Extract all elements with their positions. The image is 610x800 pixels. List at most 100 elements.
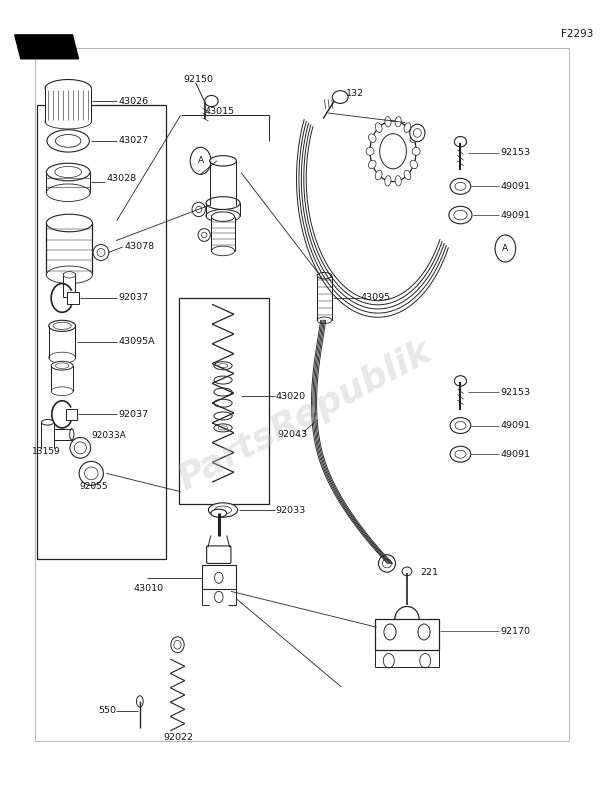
Ellipse shape: [212, 246, 235, 256]
Text: 92033A: 92033A: [92, 430, 126, 439]
Circle shape: [379, 134, 406, 169]
Ellipse shape: [70, 429, 74, 440]
Ellipse shape: [79, 462, 104, 486]
Ellipse shape: [41, 419, 54, 425]
Ellipse shape: [49, 320, 76, 331]
Text: 221: 221: [420, 569, 439, 578]
Text: 49091: 49091: [501, 450, 531, 458]
Ellipse shape: [214, 412, 232, 420]
Ellipse shape: [56, 363, 69, 369]
Text: 550: 550: [99, 706, 117, 715]
Bar: [66, 409, 77, 420]
Ellipse shape: [45, 79, 92, 97]
Text: 43026: 43026: [118, 97, 149, 106]
Ellipse shape: [410, 134, 418, 142]
Ellipse shape: [218, 426, 228, 430]
Text: 13159: 13159: [32, 447, 60, 456]
Ellipse shape: [97, 249, 105, 257]
Ellipse shape: [210, 156, 237, 166]
Text: F2293: F2293: [561, 30, 594, 39]
Ellipse shape: [450, 446, 471, 462]
Text: 49091: 49091: [501, 210, 531, 219]
Circle shape: [420, 654, 431, 668]
Bar: [41, 422, 54, 448]
Ellipse shape: [214, 362, 232, 370]
Ellipse shape: [201, 232, 207, 238]
Ellipse shape: [214, 376, 232, 384]
Ellipse shape: [454, 376, 467, 386]
Ellipse shape: [192, 202, 206, 217]
Text: 92043: 92043: [278, 430, 308, 438]
Text: 43010: 43010: [134, 585, 164, 594]
Ellipse shape: [171, 637, 184, 653]
Ellipse shape: [412, 147, 420, 155]
Text: 92153: 92153: [501, 387, 531, 397]
Text: 43020: 43020: [276, 391, 306, 401]
Text: 92033: 92033: [276, 506, 306, 514]
Text: PartsRepublik: PartsRepublik: [173, 334, 437, 497]
Text: 49091: 49091: [501, 182, 531, 191]
Ellipse shape: [212, 212, 235, 222]
Circle shape: [190, 147, 211, 174]
Ellipse shape: [402, 567, 412, 576]
Ellipse shape: [45, 114, 92, 129]
Bar: [179, 298, 269, 504]
Bar: [206, 203, 240, 216]
Ellipse shape: [85, 467, 98, 480]
Bar: [202, 565, 236, 589]
Text: 92153: 92153: [501, 148, 531, 158]
Ellipse shape: [74, 442, 87, 454]
Text: 43028: 43028: [106, 174, 137, 183]
Text: 49091: 49091: [501, 421, 531, 430]
Text: 43095: 43095: [361, 294, 391, 302]
Ellipse shape: [455, 422, 466, 430]
Ellipse shape: [375, 123, 382, 132]
Bar: [46, 223, 93, 275]
Circle shape: [384, 624, 396, 640]
Ellipse shape: [214, 424, 232, 432]
FancyBboxPatch shape: [207, 546, 231, 563]
Text: 92037: 92037: [118, 294, 149, 302]
Ellipse shape: [51, 387, 73, 396]
Ellipse shape: [205, 95, 218, 106]
Ellipse shape: [385, 117, 391, 127]
Text: 43027: 43027: [118, 137, 149, 146]
Ellipse shape: [332, 90, 348, 103]
Ellipse shape: [210, 199, 237, 210]
Ellipse shape: [53, 322, 71, 330]
Bar: [212, 217, 235, 251]
Circle shape: [215, 572, 223, 583]
Ellipse shape: [317, 273, 332, 279]
Ellipse shape: [368, 134, 376, 142]
Bar: [45, 88, 92, 122]
Text: 43095A: 43095A: [118, 338, 155, 346]
Ellipse shape: [454, 137, 467, 147]
Text: 92170: 92170: [501, 626, 531, 636]
Bar: [63, 274, 76, 297]
Ellipse shape: [215, 506, 232, 514]
Text: 132: 132: [346, 90, 364, 98]
Ellipse shape: [46, 214, 93, 232]
Ellipse shape: [49, 352, 76, 363]
Bar: [317, 276, 332, 320]
Ellipse shape: [317, 317, 332, 323]
Text: A: A: [198, 156, 204, 166]
Bar: [46, 172, 90, 193]
Ellipse shape: [63, 272, 76, 278]
Circle shape: [418, 624, 430, 640]
Ellipse shape: [206, 210, 240, 222]
Bar: [210, 161, 237, 205]
Ellipse shape: [404, 170, 411, 180]
Ellipse shape: [214, 399, 232, 407]
Ellipse shape: [174, 640, 181, 649]
Ellipse shape: [46, 266, 93, 284]
Ellipse shape: [375, 170, 382, 180]
Text: 92037: 92037: [118, 410, 149, 419]
Bar: [54, 429, 72, 440]
Text: 43015: 43015: [205, 107, 235, 116]
Ellipse shape: [47, 130, 90, 152]
Ellipse shape: [395, 117, 401, 127]
Ellipse shape: [196, 206, 202, 213]
Bar: [51, 366, 73, 391]
Ellipse shape: [450, 178, 471, 194]
